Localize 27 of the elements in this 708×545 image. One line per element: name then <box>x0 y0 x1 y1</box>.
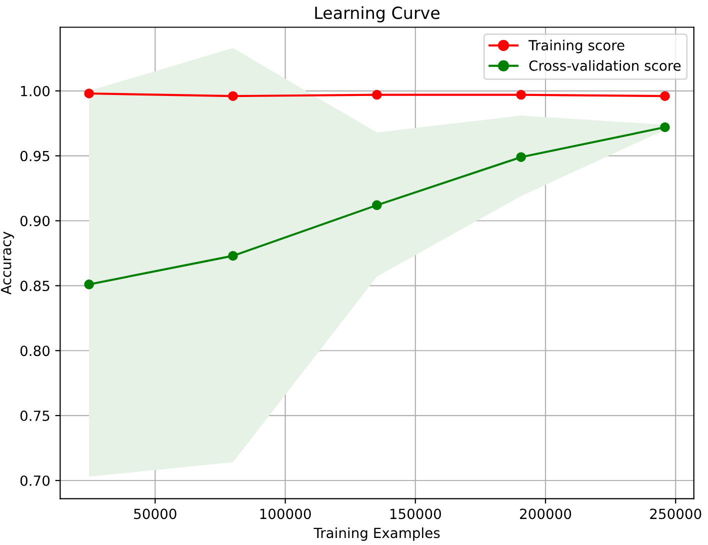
y-tick-label: 1.00 <box>21 86 50 96</box>
x-tick-label: 200000 <box>520 508 572 520</box>
legend-label: Cross-validation score <box>529 60 681 71</box>
x-axis-title: Training Examples <box>314 527 440 541</box>
point <box>372 200 382 210</box>
y-tick-label: 0.85 <box>20 280 50 292</box>
x-tick-label: 150000 <box>390 508 441 520</box>
x-tick-label: 100000 <box>260 508 311 520</box>
y-tick-label: 0.70 <box>20 475 50 486</box>
x-tick-label: 50000 <box>134 508 176 520</box>
point <box>516 90 526 100</box>
point <box>84 280 94 290</box>
point <box>228 91 238 101</box>
y-axis-title: Accuracy <box>0 232 14 295</box>
y-tick-label: 0.95 <box>20 150 50 162</box>
point <box>84 88 94 98</box>
point <box>372 90 382 100</box>
point <box>660 91 670 101</box>
y-tick-label: 0.80 <box>20 346 50 356</box>
chart-title: Learning Curve <box>315 6 440 22</box>
y-tick-label: 0.75 <box>20 410 50 422</box>
point <box>228 250 238 261</box>
y-tick-label: 0.90 <box>20 216 50 226</box>
x-tick-label: 250000 <box>650 508 702 520</box>
point <box>660 122 670 132</box>
legend-label: Training score <box>528 40 624 54</box>
point <box>516 152 526 162</box>
